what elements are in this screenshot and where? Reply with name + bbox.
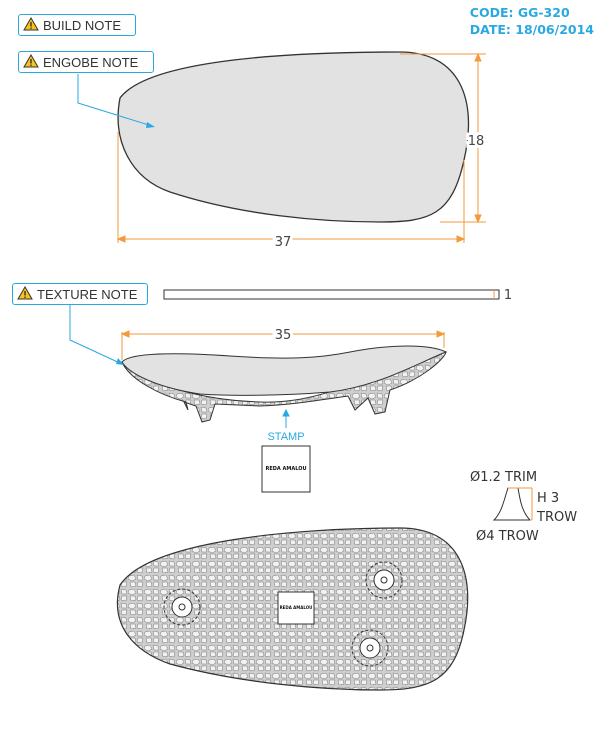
foot-height-label: H 3 <box>537 491 559 506</box>
stamp-label: STAMP <box>267 431 304 443</box>
foot-mark-right-bottom <box>351 629 389 667</box>
profile-thickness-label: 1 <box>504 288 512 303</box>
stamp-arrow <box>282 408 290 428</box>
bottom-stamp-text: REDA AMALOU <box>280 605 313 610</box>
side-dimension <box>120 330 446 360</box>
stamp-text: REDA AMALOU <box>265 466 306 472</box>
foot-height-dim <box>508 487 533 521</box>
code-label: CODE: GG-320 <box>469 5 570 20</box>
dimension-width-top <box>116 132 466 243</box>
warning-icon <box>17 285 33 303</box>
warning-icon <box>23 53 39 71</box>
build-note-label: BUILD NOTE <box>43 17 122 33</box>
engobe-note-label: ENGOBE NOTE <box>43 54 139 70</box>
dimension-height-top-label: 18 <box>468 134 485 149</box>
side-width-label: 35 <box>275 328 292 343</box>
warning-icon <box>23 16 39 34</box>
engobe-leader <box>77 74 153 127</box>
foot-mark-right-top <box>365 561 403 599</box>
side-view-body <box>121 351 447 423</box>
texture-leader <box>69 305 123 365</box>
dimension-height-top <box>400 52 486 224</box>
stamp-box <box>261 445 311 493</box>
texture-note[interactable]: TEXTURE NOTE <box>12 283 148 305</box>
foot-mark-left <box>163 588 201 626</box>
texture-note-label: TEXTURE NOTE <box>37 286 138 302</box>
side-view-top-surface <box>121 345 448 396</box>
code-date-block: CODE: GG-320 DATE: 18/06/2014 <box>470 4 594 38</box>
foot-profile <box>492 487 532 521</box>
profile-bar <box>163 289 500 300</box>
top-plate-shape <box>117 51 470 223</box>
date-label: DATE: 18/06/2014 <box>469 22 594 37</box>
bottom-stamp-box <box>277 591 315 625</box>
engobe-note[interactable]: ENGOBE NOTE <box>18 51 154 73</box>
foot-trim-label: Ø1.2 TRIM <box>470 470 537 485</box>
foot-base-label: Ø4 TROW <box>476 529 539 544</box>
build-note[interactable]: BUILD NOTE <box>18 14 136 36</box>
dimension-width-top-label: 37 <box>275 235 292 250</box>
foot-height-method: TROW <box>536 510 577 525</box>
